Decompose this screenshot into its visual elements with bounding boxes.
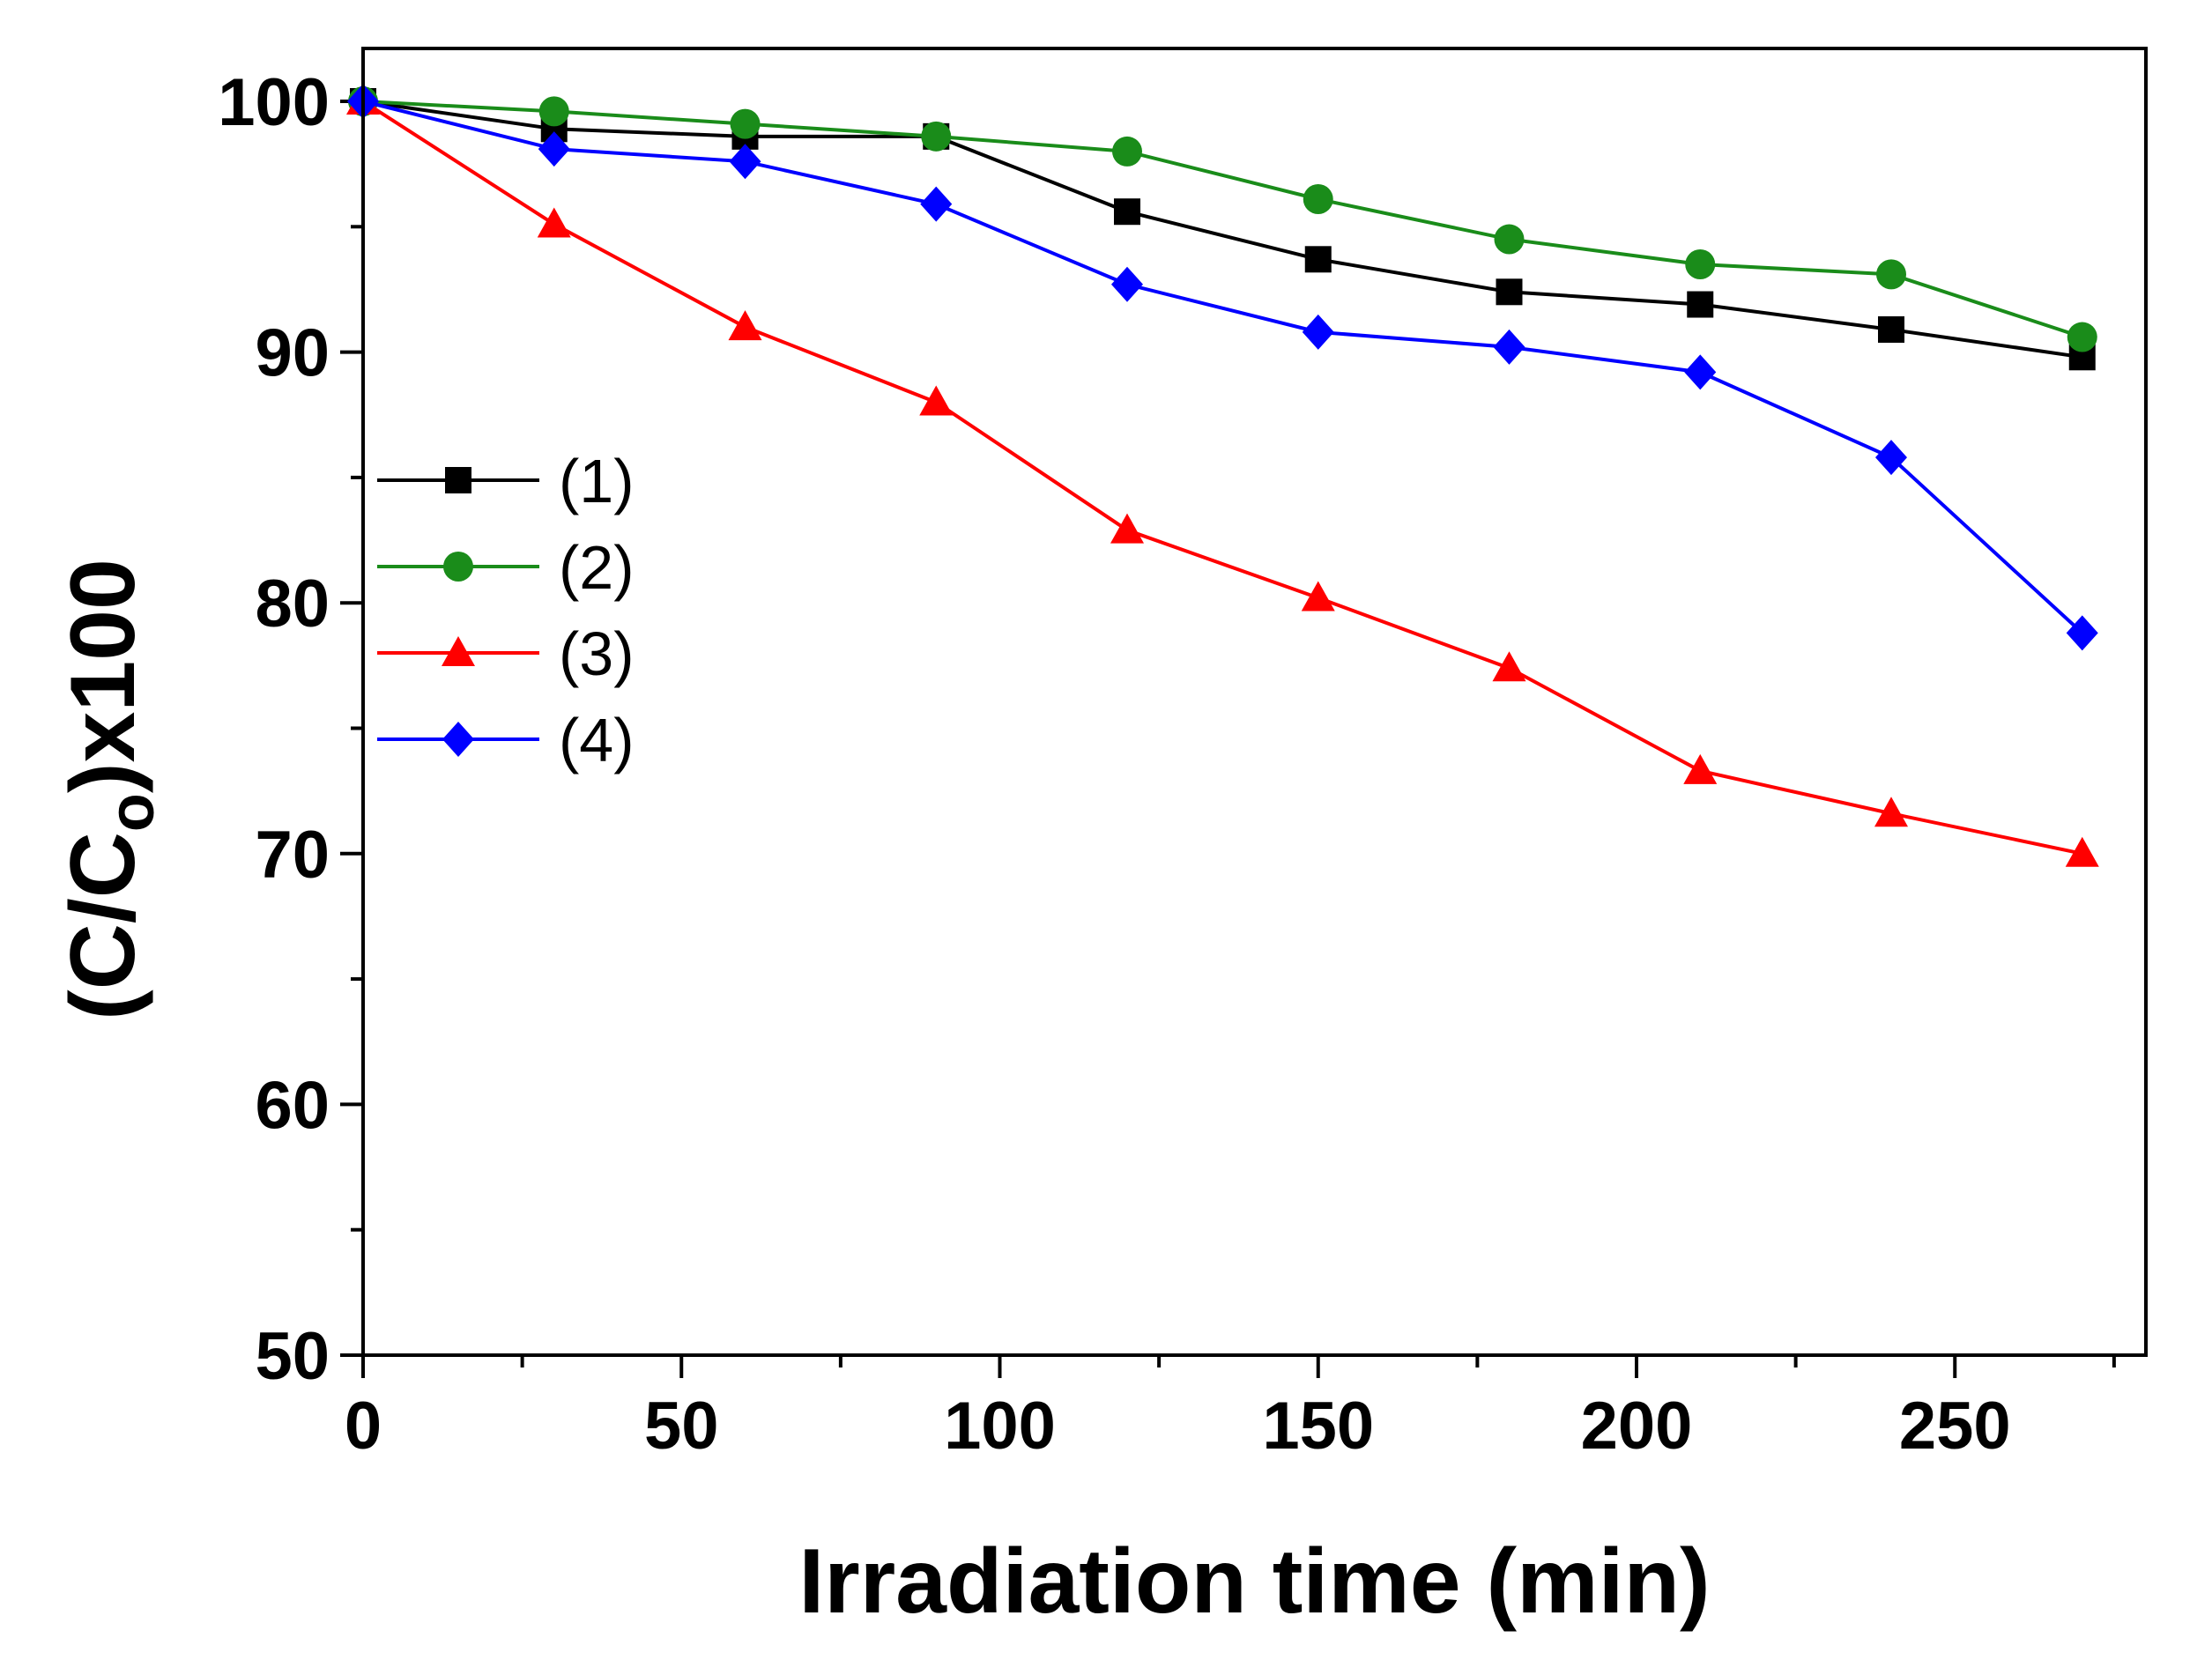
data-point	[1114, 198, 1140, 226]
data-point	[538, 96, 569, 127]
data-point	[2066, 615, 2098, 651]
legend-marker	[442, 636, 475, 666]
x-tick-label: 100	[944, 1389, 1056, 1464]
x-tick-label: 250	[1899, 1389, 2011, 1464]
data-point	[1112, 136, 1142, 167]
data-point	[730, 108, 761, 139]
data-point	[1685, 248, 1716, 279]
data-point	[1110, 513, 1144, 544]
x-tick-label: 50	[644, 1389, 719, 1464]
y-tick-label: 60	[255, 1068, 330, 1143]
data-point	[1683, 753, 1718, 784]
x-tick-label: 150	[1262, 1389, 1374, 1464]
legend-label: (3)	[559, 619, 635, 688]
legend-marker	[445, 467, 471, 493]
series-2	[348, 86, 2097, 352]
legend-item: (1)	[377, 447, 635, 515]
data-point	[1876, 259, 1906, 290]
legend-label: (1)	[559, 447, 635, 515]
data-point	[1301, 581, 1335, 611]
y-axis-title: (C/Co)x100	[52, 559, 167, 1020]
y-tick-label: 50	[255, 1319, 330, 1394]
y-axis-title-suffix: )x100	[52, 559, 154, 793]
legend-marker	[442, 722, 474, 757]
data-point	[1492, 651, 1526, 682]
data-point	[1494, 224, 1525, 255]
data-point	[1878, 315, 1904, 343]
data-point	[728, 310, 762, 341]
data-point	[1303, 183, 1333, 214]
data-point	[921, 121, 952, 152]
legend: (1) (2) (3) (4)	[377, 447, 635, 775]
legend-item: (3)	[377, 619, 635, 688]
series-3	[346, 85, 2099, 867]
series-layer	[346, 84, 2099, 867]
data-point	[1684, 354, 1717, 390]
data-point	[1874, 797, 1908, 827]
data-point	[1493, 329, 1525, 365]
data-point	[1875, 440, 1907, 476]
x-tick-label: 0	[345, 1389, 382, 1464]
series-4	[347, 84, 2098, 651]
series-line	[362, 100, 2084, 634]
series-line	[361, 100, 2083, 856]
y-axis-title-subscript: o	[97, 793, 167, 832]
data-point	[538, 131, 570, 167]
y-tick-label: 100	[218, 65, 330, 140]
data-point	[2065, 836, 2099, 867]
data-point	[2067, 322, 2097, 352]
data-point	[537, 207, 571, 238]
data-point	[1687, 291, 1714, 318]
legend-label: (4)	[559, 706, 635, 775]
y-axis-title-prefix: (C/C	[52, 832, 154, 1020]
legend-item: (4)	[377, 706, 635, 775]
legend-marker	[443, 552, 473, 582]
data-point	[919, 385, 954, 416]
series-1	[350, 88, 2096, 371]
data-point	[1111, 266, 1143, 302]
y-tick-label: 80	[255, 567, 330, 641]
data-point	[1304, 246, 1332, 273]
legend-item: (2)	[377, 533, 635, 602]
data-point	[1496, 278, 1523, 306]
y-tick-label: 90	[255, 316, 330, 391]
data-point	[920, 186, 953, 222]
x-axis-title: Irradiation time (min)	[798, 1530, 1710, 1633]
data-point	[1302, 314, 1334, 350]
series-line	[362, 100, 2083, 359]
series-line	[362, 100, 2083, 339]
plot-frame	[361, 47, 2148, 1357]
legend-label: (2)	[559, 533, 635, 602]
x-tick-label: 200	[1581, 1389, 1693, 1464]
y-tick-label: 70	[255, 818, 330, 893]
data-point	[729, 144, 761, 180]
